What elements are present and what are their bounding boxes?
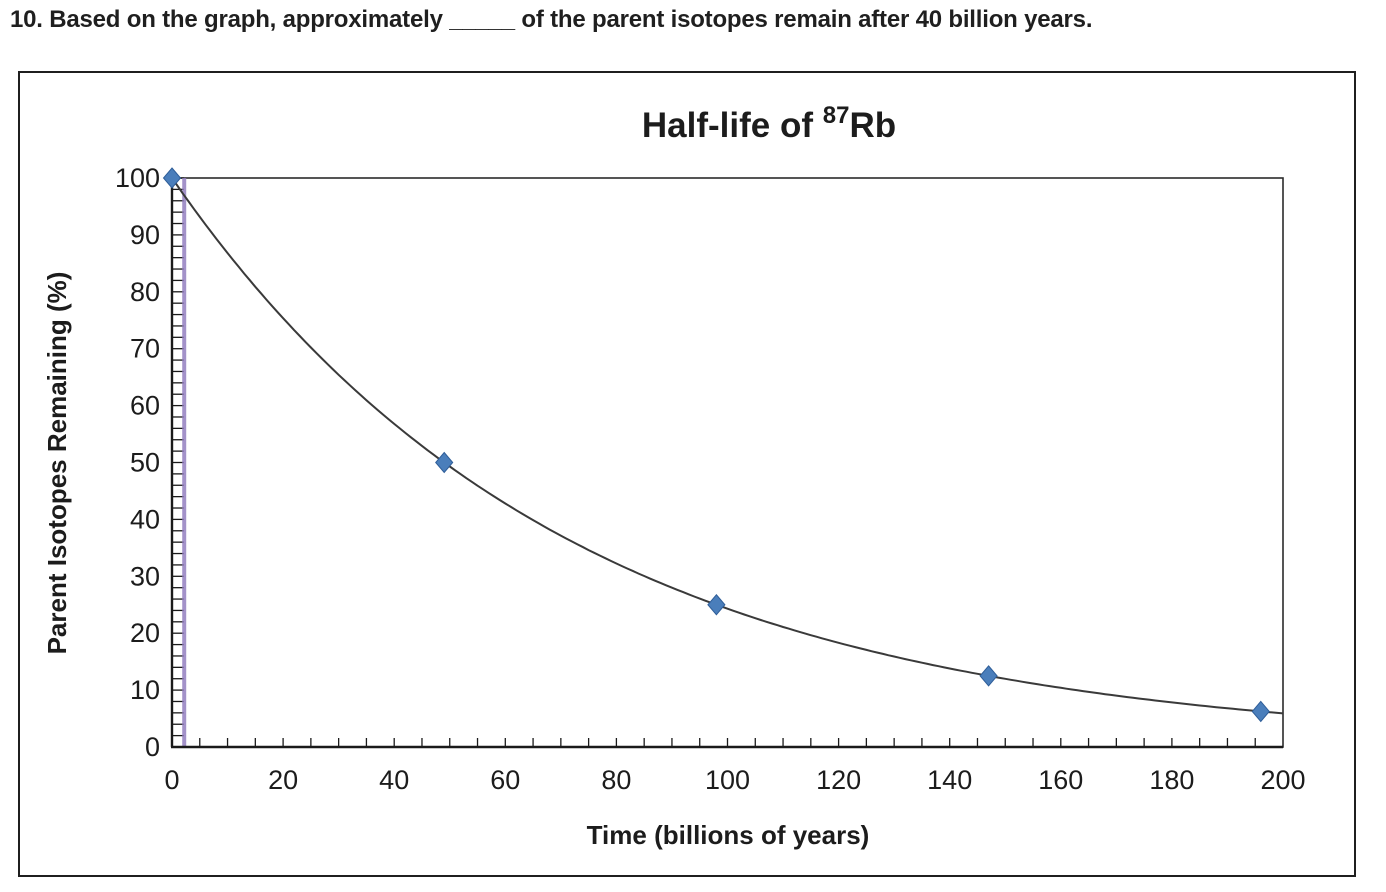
- y-axis-title: Parent Isotopes Remaining (%): [42, 272, 72, 655]
- x-tick-label: 80: [601, 765, 631, 795]
- x-tick-label: 180: [1149, 765, 1194, 795]
- plot-area-border: [171, 177, 1284, 748]
- question-text: 10. Based on the graph, approximately __…: [10, 6, 1093, 33]
- data-point-marker: [162, 167, 182, 189]
- x-tick-label: 200: [1260, 765, 1305, 795]
- data-point-marker: [979, 665, 998, 687]
- y-tick-label: 50: [130, 448, 160, 478]
- y-tick-label: 60: [130, 391, 160, 421]
- chart-title: Half-life of 87Rb: [642, 102, 896, 145]
- y-tick-label: 70: [130, 334, 160, 364]
- chart-figure-border: 0 10 20 30 40 50 60 70 80 90 100 0 20 40 60 80 100 120 140…: [18, 71, 1356, 877]
- x-axis-title: Time (billions of years): [587, 820, 870, 850]
- y-tick-label: 10: [130, 675, 160, 705]
- x-tick-label: 0: [164, 765, 179, 795]
- y-tick-label: 100: [115, 163, 160, 193]
- x-tick-label: 140: [927, 765, 972, 795]
- y-tick-label: 20: [130, 618, 160, 648]
- data-point-marker: [707, 593, 726, 616]
- y-tick-label: 30: [130, 561, 160, 591]
- x-tick-label: 160: [1038, 765, 1083, 795]
- x-tick-label: 20: [268, 765, 298, 795]
- data-point-marker: [1251, 700, 1270, 723]
- halflife-chart: 0 10 20 30 40 50 60 70 80 90 100 0 20 40 60 80 100 120 140…: [42, 102, 1306, 850]
- y-tick-label: 90: [130, 220, 160, 250]
- x-tick-label: 100: [705, 765, 750, 795]
- x-tick-label: 40: [379, 765, 409, 795]
- x-tick-label: 60: [490, 765, 520, 795]
- y-tick-label: 40: [130, 504, 160, 534]
- y-tick-label: 80: [130, 277, 160, 307]
- decay-curve: [171, 177, 1284, 715]
- x-tick-label: 120: [816, 765, 861, 795]
- y-tick-label: 0: [145, 732, 160, 762]
- data-point-marker: [435, 451, 454, 474]
